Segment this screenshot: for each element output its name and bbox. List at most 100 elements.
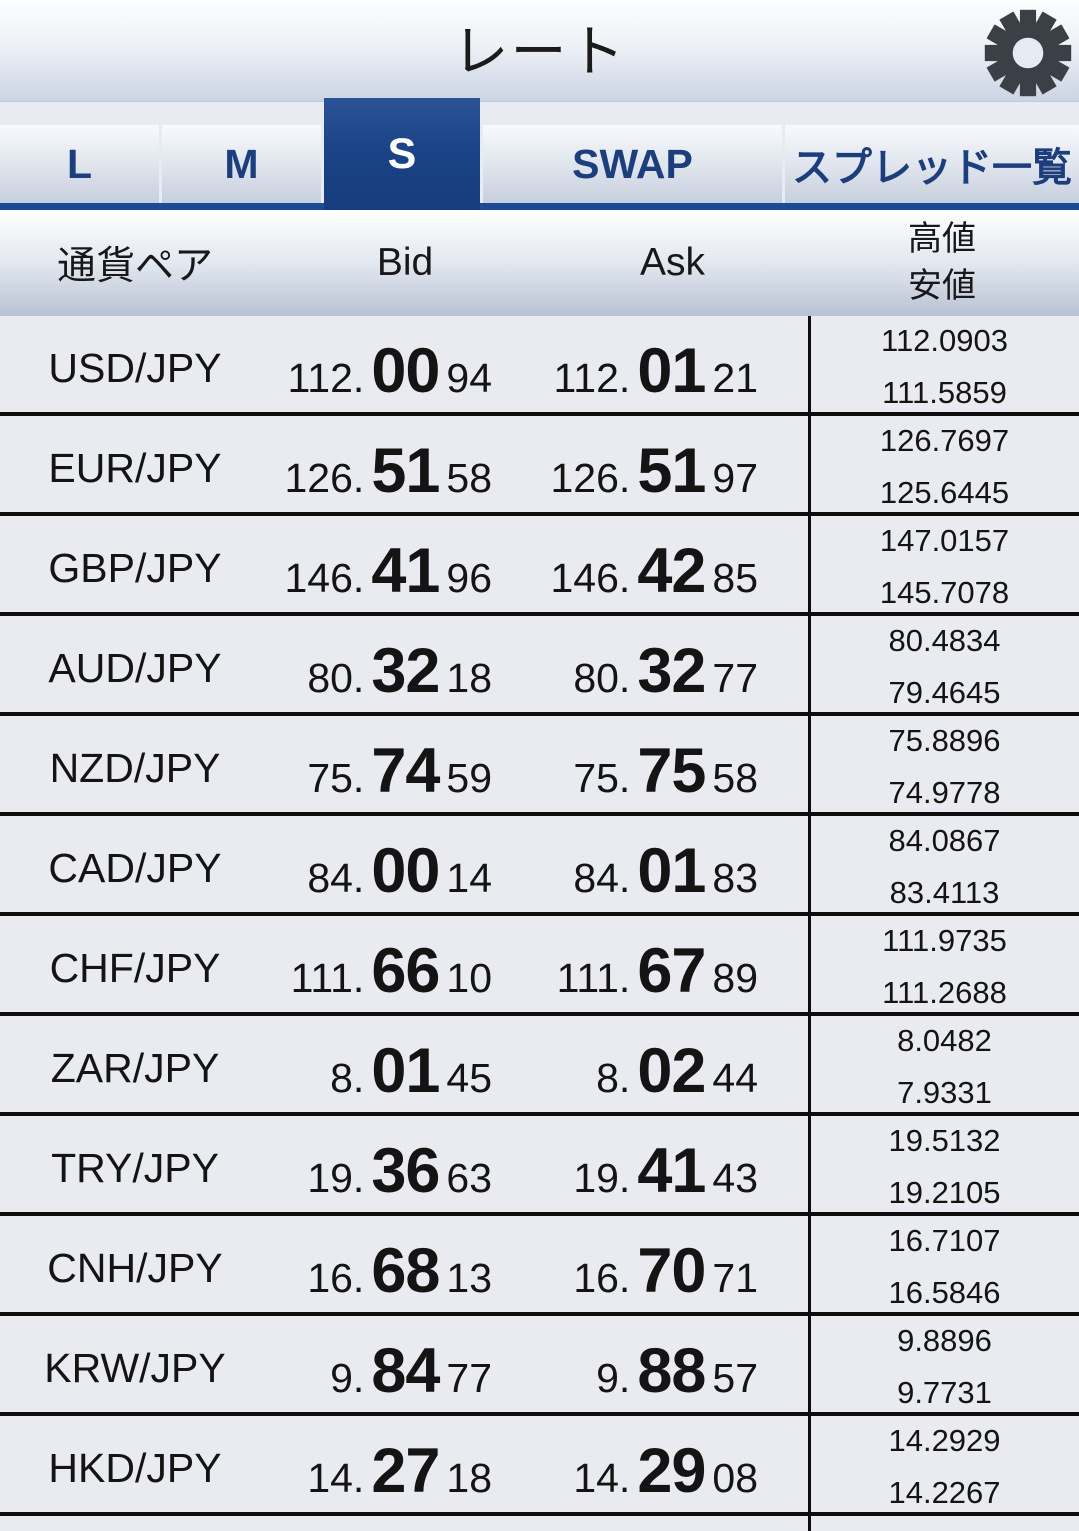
high-low-cell: 75.8896 74.9778 — [810, 715, 1079, 819]
bid-pips: 32 — [371, 635, 440, 706]
high-value: 8.0482 — [897, 1023, 992, 1058]
bid-pips: 00 — [371, 835, 440, 906]
bid-price: 84. 00 14 — [270, 835, 492, 906]
bid-price: 112. 00 94 — [270, 339, 492, 403]
high-value: 75.8896 — [888, 723, 1001, 758]
ask-integer-part: 126. — [550, 454, 631, 501]
bid-fraction: 96 — [446, 554, 492, 601]
high-low-cell: 147.0157 145.7078 — [810, 515, 1079, 619]
bid-fraction: 77 — [446, 1354, 492, 1401]
high-value: 147.0157 — [879, 523, 1010, 558]
ask-fraction: 43 — [712, 1154, 758, 1201]
table-row[interactable]: EUR/JPY 126. 51 58 126. 51 97 126.7697 125.6… — [0, 416, 1079, 516]
tab-m[interactable]: M — [162, 125, 321, 203]
currency-pair-label: USD/JPY — [48, 344, 222, 391]
bid-pips: 01 — [371, 1035, 440, 1106]
ask-pips: 88 — [637, 1335, 706, 1406]
ask-fraction: 57 — [712, 1354, 758, 1401]
column-header-low: 安値 — [908, 267, 976, 305]
ask-pips: 02 — [637, 1035, 706, 1106]
high-low-cell: 80.4834 79.4645 — [810, 615, 1079, 719]
ask-price: 84. 01 83 — [492, 839, 758, 903]
tab-l[interactable]: L — [0, 125, 159, 203]
bid-integer-part: 16. — [307, 1254, 365, 1301]
page-title: レート — [452, 20, 627, 83]
tab-s-active[interactable]: S — [324, 98, 480, 210]
table-row[interactable]: CHF/JPY 111. 66 10 111. 67 89 111.9735 111.2… — [0, 916, 1079, 1016]
ask-price: 80. 32 77 — [492, 639, 758, 703]
tab-underline — [0, 203, 1079, 210]
table-row[interactable]: GBP/JPY 146. 41 96 146. 42 85 147.0157 145.7… — [0, 516, 1079, 616]
high-value: 16.7107 — [888, 1223, 1001, 1258]
table-row[interactable]: CNH/JPY 16. 68 13 16. 70 71 16.7107 16.5846 — [0, 1216, 1079, 1316]
table-row[interactable]: TRY/JPY 19. 36 63 19. 41 43 19.5132 19.2105 — [0, 1116, 1079, 1216]
ask-price: 14. 29 08 — [492, 1439, 758, 1503]
gear-icon — [984, 9, 1072, 97]
bid-price: 75. 74 59 — [270, 739, 492, 803]
low-value: 79.4645 — [888, 675, 1001, 710]
high-value: 111.9735 — [882, 923, 1007, 958]
ask-price: 16. 70 71 — [492, 1239, 758, 1303]
low-value: 16.5846 — [888, 1275, 1001, 1310]
column-header-high: 高値 — [908, 220, 976, 258]
bid-price: 126. 51 58 — [270, 439, 493, 503]
ask-price: 146. 42 85 — [492, 535, 759, 606]
bid-integer-part: 19. — [307, 1154, 365, 1201]
bid-price: 9. 84 77 — [270, 1339, 492, 1403]
ask-price: 75. 75 58 — [492, 735, 758, 806]
currency-pair-label: ZAR/JPY — [50, 1044, 220, 1091]
ask-price: 112. 01 21 — [492, 339, 758, 403]
table-row[interactable]: USD/JPY 112. 00 94 112. 01 21 112.0903 111.5… — [0, 316, 1079, 416]
bid-price: 111. 66 10 — [270, 939, 492, 1003]
bid-pips: 68 — [371, 1235, 440, 1306]
currency-pair-label: HKD/JPY — [48, 1444, 222, 1491]
bid-fraction: 63 — [446, 1154, 492, 1201]
ask-fraction: 44 — [712, 1054, 758, 1101]
currency-pair-label: AUD/JPY — [48, 644, 222, 691]
tab-swap[interactable]: SWAP — [483, 125, 782, 203]
ask-price: 8. 02 44 — [492, 1035, 758, 1106]
ask-fraction: 77 — [712, 654, 758, 701]
ask-fraction: 08 — [712, 1454, 758, 1501]
rates-table-body: USD/JPY 112. 00 94 112. 01 21 112.0903 111.5… — [0, 316, 1079, 1531]
currency-pair-label: GBP/JPY — [48, 544, 222, 591]
low-value: 9.7731 — [897, 1375, 992, 1410]
bid-pips: 27 — [371, 1435, 440, 1506]
bid-fraction: 10 — [446, 954, 492, 1001]
bid-integer-part: 75. — [307, 754, 365, 801]
currency-pair-label: CAD/JPY — [48, 844, 222, 891]
bid-integer-part: 14. — [307, 1454, 365, 1501]
low-value: 74.9778 — [888, 775, 1001, 810]
bid-fraction: 59 — [446, 754, 492, 801]
bid-fraction: 18 — [446, 654, 492, 701]
table-row[interactable]: ZAR/JPY 8. 01 45 8. 02 44 8.0482 7.9331 — [0, 1016, 1079, 1116]
table-row[interactable]: AUD/JPY 80. 32 18 80. 32 77 80.4834 79.4645 — [0, 616, 1079, 716]
table-row[interactable]: CAD/JPY 84. 00 14 84. 01 83 84.0867 83.4113 — [0, 816, 1079, 916]
high-low-cell: 84.0867 83.4113 — [810, 815, 1079, 919]
high-value: 112.0903 — [881, 323, 1008, 358]
settings-button[interactable] — [983, 8, 1073, 98]
ask-pips: 42 — [637, 535, 706, 606]
column-header-pair: 通貨ペア — [56, 245, 213, 288]
ask-pips: 51 — [637, 435, 706, 506]
table-row[interactable]: HKD/JPY 14. 27 18 14. 29 08 14.2929 14.2267 — [0, 1416, 1079, 1516]
table-row[interactable]: NZD/JPY 75. 74 59 75. 75 58 75.8896 74.9778 — [0, 716, 1079, 816]
ask-fraction: 58 — [712, 754, 758, 801]
high-low-cell: 9.8896 9.7731 — [810, 1315, 1079, 1419]
column-header-high-low: 高値 安値 — [805, 216, 1079, 310]
bid-pips: 36 — [371, 1135, 440, 1206]
column-header-ask: Ask — [639, 241, 705, 284]
currency-pair-label: TRY/JPY — [51, 1144, 219, 1191]
ask-pips: 75 — [637, 735, 706, 806]
tab-spread-list[interactable]: スプレッド一覧 — [785, 125, 1079, 203]
low-value: 125.6445 — [879, 475, 1010, 510]
bid-integer-part: 9. — [330, 1354, 365, 1401]
bid-integer-part: 126. — [284, 454, 365, 501]
ask-fraction: 85 — [712, 554, 758, 601]
high-low-cell: 16.7107 16.5846 — [810, 1215, 1079, 1319]
table-row[interactable]: KRW/JPY 9. 84 77 9. 88 57 9.8896 9.7731 — [0, 1316, 1079, 1416]
ask-fraction: 89 — [712, 954, 758, 1001]
currency-pair-label: KRW/JPY — [44, 1344, 226, 1391]
high-value: 14.2929 — [888, 1423, 1001, 1458]
ask-integer-part: 19. — [573, 1154, 631, 1201]
